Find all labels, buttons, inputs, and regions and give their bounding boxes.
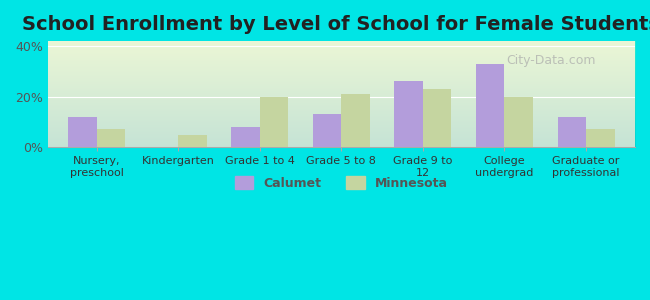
Legend: Calumet, Minnesota: Calumet, Minnesota	[228, 170, 454, 196]
Bar	[504, 97, 533, 147]
Bar	[558, 117, 586, 147]
Text: City-Data.com: City-Data.com	[506, 54, 595, 67]
Title: School Enrollment by Level of School for Female Students: School Enrollment by Level of School for…	[23, 15, 650, 34]
Bar	[423, 89, 452, 147]
Bar	[178, 134, 207, 147]
Bar	[313, 114, 341, 147]
Bar	[68, 117, 97, 147]
Bar	[341, 94, 370, 147]
Bar	[260, 97, 289, 147]
Bar	[231, 127, 260, 147]
Bar	[97, 130, 125, 147]
Bar	[395, 82, 423, 147]
Bar	[586, 130, 615, 147]
Bar	[476, 64, 504, 147]
